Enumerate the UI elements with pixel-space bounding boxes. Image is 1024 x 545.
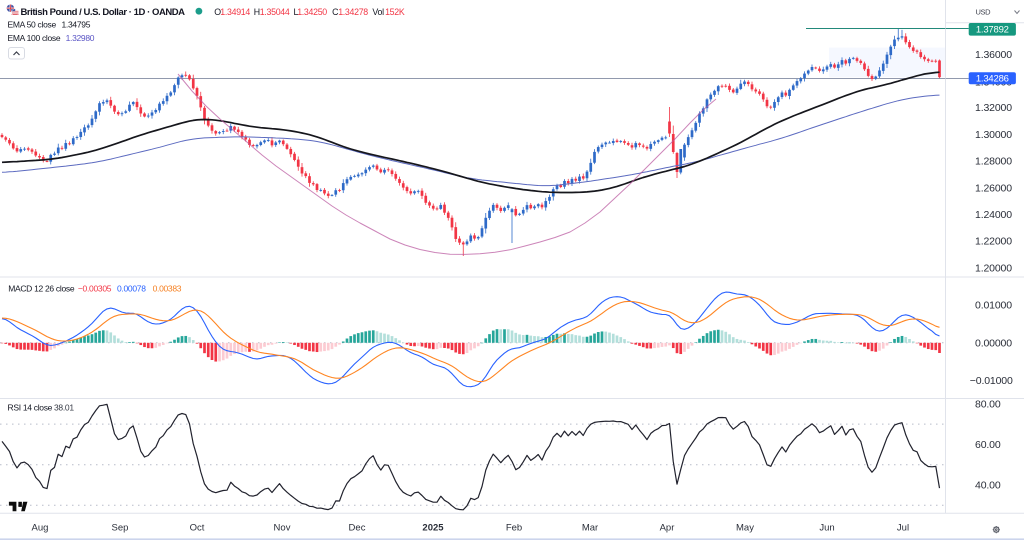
svg-text:Aug: Aug <box>32 523 49 534</box>
svg-text:USD: USD <box>976 8 992 17</box>
svg-text:0.00383: 0.00383 <box>153 283 182 293</box>
svg-text:60.00: 60.00 <box>975 439 1001 451</box>
svg-text:1.34914: 1.34914 <box>220 7 250 17</box>
svg-text:1.34286: 1.34286 <box>976 74 1009 85</box>
svg-text:Apr: Apr <box>660 523 675 534</box>
svg-text:0.01000: 0.01000 <box>975 300 1012 312</box>
svg-text:0.00078: 0.00078 <box>117 283 146 293</box>
svg-text:May: May <box>736 523 754 534</box>
svg-text:1.28000: 1.28000 <box>975 156 1012 168</box>
svg-text:1.35044: 1.35044 <box>260 7 290 17</box>
svg-text:−0.01000: −0.01000 <box>970 375 1013 387</box>
svg-text:MACD 12 26 close: MACD 12 26 close <box>8 283 75 293</box>
svg-text:EMA 50 close: EMA 50 close <box>8 19 57 29</box>
svg-text:1.20000: 1.20000 <box>975 262 1012 274</box>
svg-text:152K: 152K <box>385 7 405 17</box>
svg-text:1.26000: 1.26000 <box>975 182 1012 194</box>
svg-text:Jul: Jul <box>897 523 909 534</box>
svg-text:1.22000: 1.22000 <box>975 236 1012 248</box>
svg-text:Feb: Feb <box>506 523 522 534</box>
svg-text:1.37892: 1.37892 <box>976 25 1009 36</box>
svg-text:−0.00305: −0.00305 <box>78 283 112 293</box>
svg-text:1.32000: 1.32000 <box>975 102 1012 114</box>
svg-text:EMA 100 close: EMA 100 close <box>8 33 61 43</box>
svg-text:Jun: Jun <box>819 523 834 534</box>
svg-text:Oct: Oct <box>190 523 205 534</box>
svg-text:British Pound / U.S. Dollar ·: British Pound / U.S. Dollar · 1D · OANDA <box>21 7 186 18</box>
svg-text:Dec: Dec <box>349 523 366 534</box>
svg-text:2025: 2025 <box>422 523 444 534</box>
svg-text:1.24000: 1.24000 <box>975 209 1012 221</box>
svg-text:1.30000: 1.30000 <box>975 129 1012 141</box>
svg-text:1.34795: 1.34795 <box>62 19 91 29</box>
svg-text:RSI 14 close: RSI 14 close <box>8 403 53 413</box>
svg-text:1.34250: 1.34250 <box>297 7 327 17</box>
svg-text:Vol: Vol <box>372 7 384 17</box>
svg-text:40.00: 40.00 <box>975 480 1001 492</box>
svg-text:Sep: Sep <box>112 523 129 534</box>
svg-text:0.00000: 0.00000 <box>975 337 1012 349</box>
svg-text:1.34278: 1.34278 <box>338 7 368 17</box>
svg-text:80.00: 80.00 <box>975 398 1001 410</box>
svg-text:1.32980: 1.32980 <box>66 33 95 43</box>
svg-text:1.36000: 1.36000 <box>975 49 1012 61</box>
svg-text:38.01: 38.01 <box>54 403 74 413</box>
svg-text:Nov: Nov <box>274 523 291 534</box>
svg-text:Mar: Mar <box>582 523 598 534</box>
